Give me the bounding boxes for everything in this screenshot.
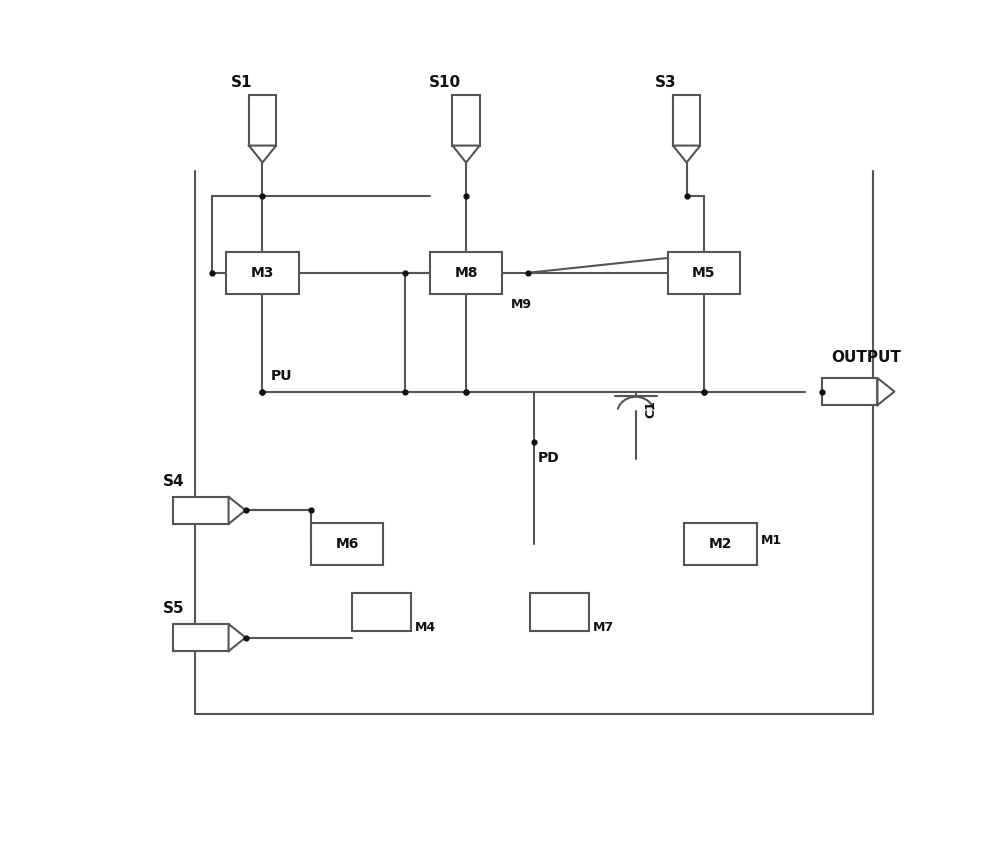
Polygon shape — [249, 146, 276, 163]
Bar — [173, 497, 229, 524]
Bar — [311, 523, 383, 565]
Polygon shape — [452, 146, 480, 163]
Text: M3: M3 — [251, 266, 274, 280]
Polygon shape — [673, 146, 700, 163]
Text: PD: PD — [538, 451, 560, 465]
Text: S10: S10 — [429, 76, 461, 90]
Text: M2: M2 — [709, 537, 732, 551]
Polygon shape — [877, 378, 894, 405]
Text: M7: M7 — [593, 620, 614, 634]
Text: M1: M1 — [761, 534, 782, 546]
Polygon shape — [229, 624, 246, 651]
Bar — [673, 94, 700, 146]
Polygon shape — [229, 497, 246, 524]
Bar — [452, 94, 480, 146]
Text: PU: PU — [271, 369, 292, 383]
Text: S5: S5 — [163, 602, 184, 616]
Bar — [684, 523, 757, 565]
Text: M9: M9 — [511, 298, 532, 311]
Bar — [352, 593, 411, 631]
Bar — [430, 252, 502, 294]
Text: M8: M8 — [454, 266, 478, 280]
Text: OUTPUT: OUTPUT — [831, 351, 901, 365]
Text: S4: S4 — [163, 474, 184, 489]
Bar — [530, 593, 589, 631]
Text: M5: M5 — [692, 266, 715, 280]
Bar — [668, 252, 740, 294]
Bar — [249, 94, 276, 146]
Text: M4: M4 — [415, 620, 436, 634]
Text: S1: S1 — [231, 76, 252, 90]
Text: M6: M6 — [336, 537, 359, 551]
Text: S3: S3 — [655, 76, 676, 90]
Bar — [822, 378, 877, 405]
Text: C1: C1 — [644, 400, 657, 418]
Bar — [226, 252, 299, 294]
Bar — [173, 624, 229, 651]
